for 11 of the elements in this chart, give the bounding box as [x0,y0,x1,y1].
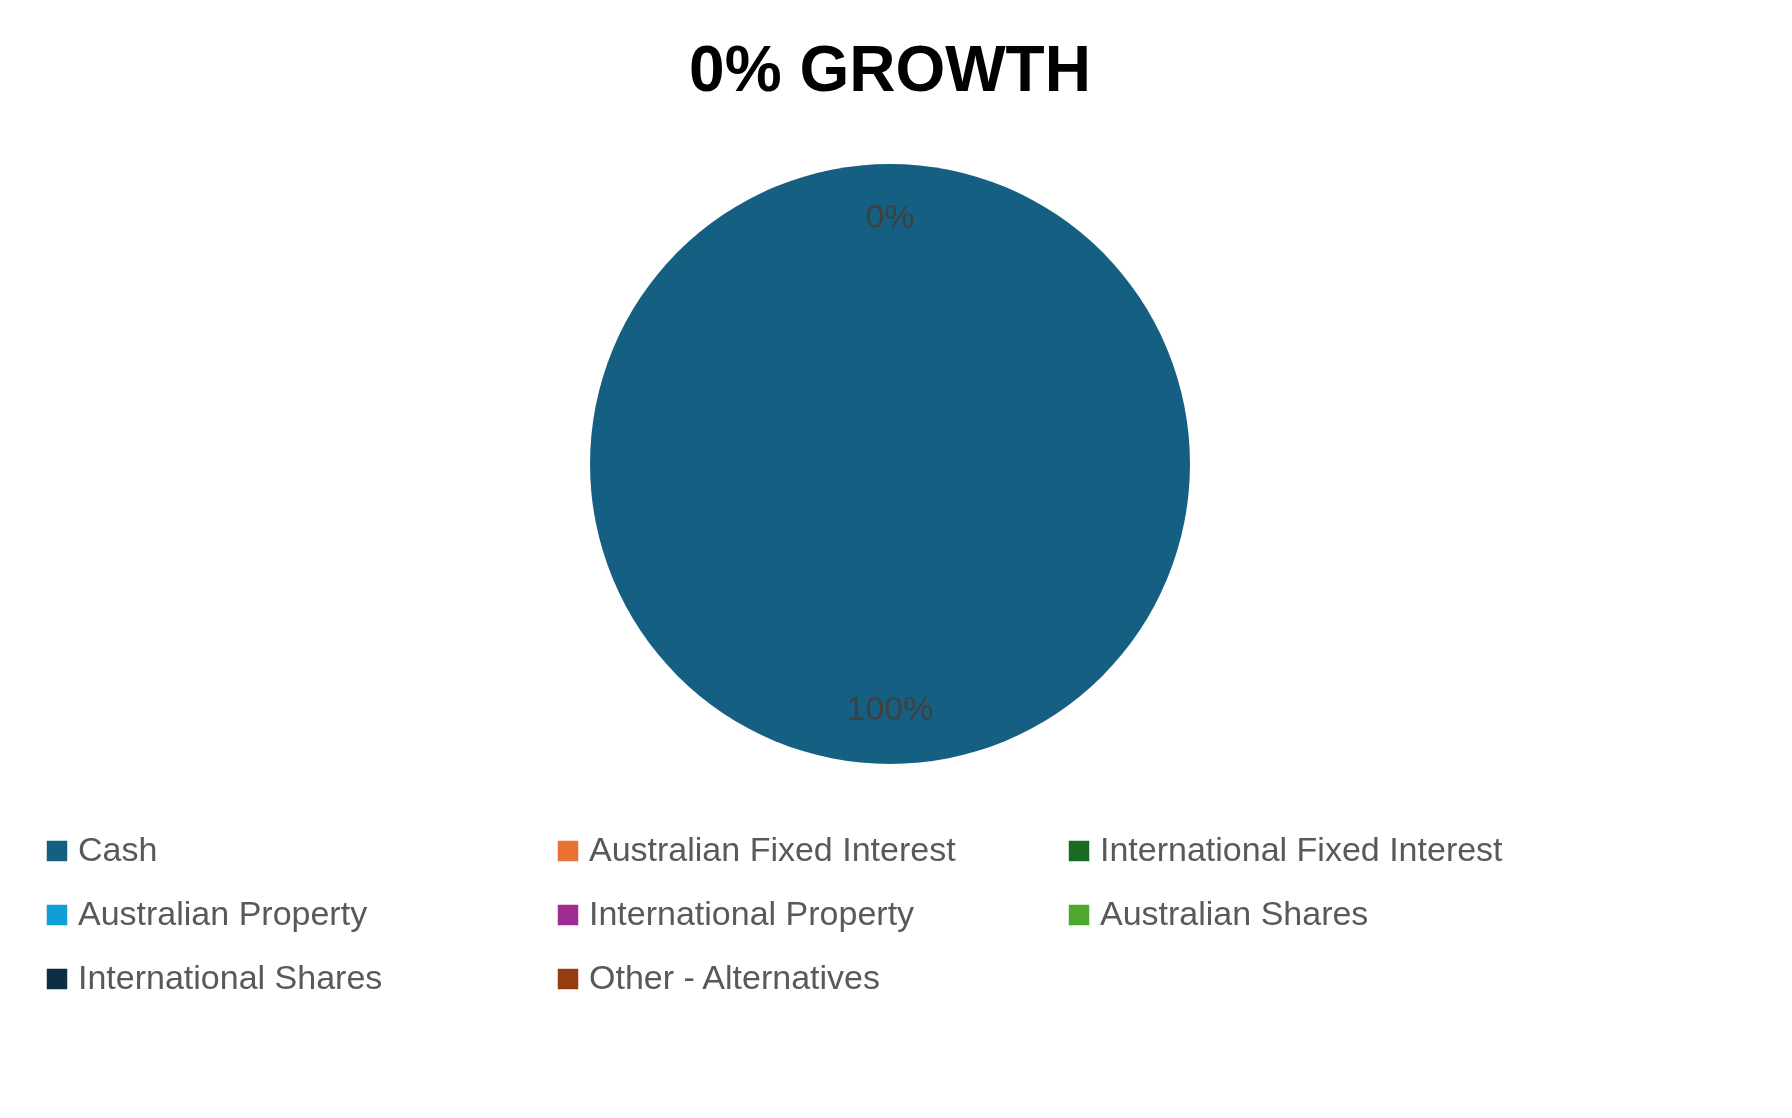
data-label: 100% [846,689,934,727]
legend-label: International Shares [78,958,383,996]
legend-label: Australian Property [78,894,368,932]
legend-label: Other - Alternatives [589,958,881,996]
legend-label: Cash [78,830,158,868]
legend-label: Australian Shares [1100,894,1369,932]
legend-label: International Fixed Interest [1100,830,1504,868]
legend-label: International Property [589,894,915,932]
text: 0% [865,197,915,235]
legend-label: Australian Fixed Interest [589,830,957,868]
chart-title: 0% GROWTH [689,33,1091,105]
